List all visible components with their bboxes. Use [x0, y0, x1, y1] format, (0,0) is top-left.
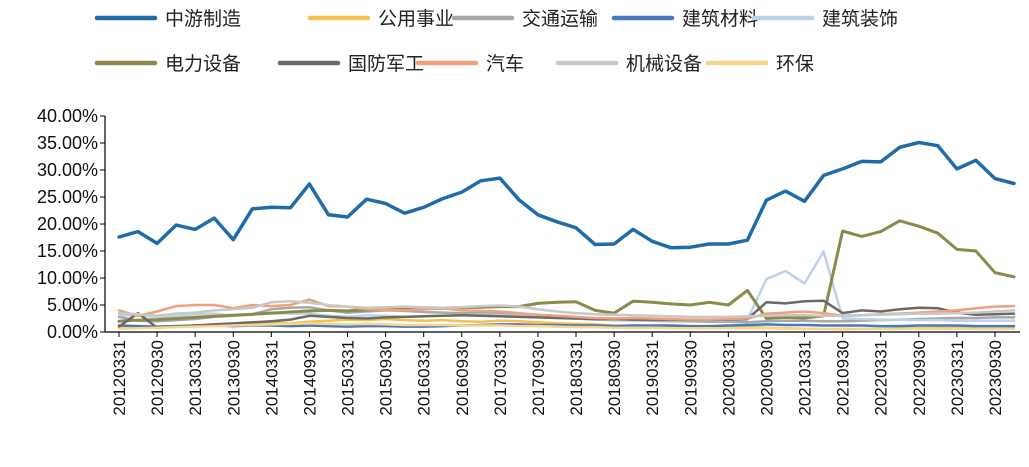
legend-label: 电力设备 — [165, 53, 241, 75]
legend-label: 建筑装饰 — [822, 8, 898, 30]
x-tick-label: 20150930 — [377, 340, 396, 416]
series-line — [117, 140, 1016, 250]
legend-label: 汽车 — [486, 53, 524, 75]
x-tick-label: 20160331 — [415, 340, 434, 416]
y-tick-label: 5.00% — [47, 295, 98, 315]
x-tick-label: 20210331 — [796, 340, 815, 416]
x-tick-label: 20230331 — [948, 340, 967, 416]
legend-item: 汽车 — [415, 53, 524, 75]
x-tick-label: 20140930 — [300, 340, 319, 416]
x-tick-label: 20120930 — [148, 340, 167, 416]
x-tick-label: 20170930 — [529, 340, 548, 416]
x-tick-label: 20180930 — [605, 340, 624, 416]
legend-item: 中游制造 — [94, 8, 241, 30]
x-tick-label: 20140331 — [262, 340, 281, 416]
y-tick-label: 15.00% — [37, 241, 98, 261]
legend-item: 电力设备 — [94, 53, 241, 75]
legend-label: 中游制造 — [165, 8, 241, 30]
x-tick-label: 20230930 — [986, 340, 1005, 416]
x-tick-label: 20220331 — [872, 340, 891, 416]
y-tick-label: 10.00% — [37, 268, 98, 288]
x-tick-label: 20130930 — [224, 340, 243, 416]
x-tick-label: 20130331 — [186, 340, 205, 416]
legend-label: 建筑材料 — [682, 8, 758, 30]
y-tick-label: 30.00% — [37, 160, 98, 180]
x-tick-label: 20210930 — [834, 340, 853, 416]
x-tick-label: 20120331 — [110, 340, 129, 416]
x-tick-label: 20190930 — [681, 340, 700, 416]
y-tick-label: 25.00% — [37, 187, 98, 207]
x-tick-label: 20200930 — [757, 340, 776, 416]
series-line — [117, 219, 1016, 323]
x-tick-label: 20180331 — [567, 340, 586, 416]
x-tick-label: 20150331 — [339, 340, 358, 416]
y-tick-label: 40.00% — [37, 106, 98, 126]
legend-label: 国防军工 — [348, 53, 424, 75]
series-line — [117, 299, 1016, 319]
legend-item: 国防军工 — [277, 53, 424, 75]
series-line — [117, 299, 1016, 329]
legend-item: 交通运输 — [451, 8, 598, 30]
legend-label: 机械设备 — [626, 53, 702, 75]
legend-label: 环保 — [776, 53, 814, 75]
legend-item: 公用事业 — [307, 8, 454, 30]
y-axis-ticks: 0.00% 5.00% 10.00% 15.00% 20.00% 25.00% 30.00%… — [37, 106, 105, 342]
legend-label: 交通运输 — [522, 8, 598, 30]
y-tick-label: 0.00% — [47, 322, 98, 342]
x-tick-label: 20160930 — [453, 340, 472, 416]
legend-item: 建筑装饰 — [751, 8, 898, 30]
x-tick-label: 20170331 — [491, 340, 510, 416]
y-tick-label: 35.00% — [37, 133, 98, 153]
y-tick-label: 20.00% — [37, 214, 98, 234]
x-axis-ticks: 20120331 20120930 20130331 20130930 20140331… — [110, 332, 1005, 416]
x-tick-label: 20190331 — [643, 340, 662, 416]
legend-item: 建筑材料 — [611, 8, 758, 30]
x-tick-label: 20220930 — [910, 340, 929, 416]
x-tick-label: 20200331 — [719, 340, 738, 416]
legend-item: 环保 — [705, 53, 814, 75]
legend-label: 公用事业 — [378, 8, 454, 30]
series-layer — [117, 140, 1016, 331]
legend-item: 机械设备 — [555, 53, 702, 75]
series-line — [117, 322, 1016, 331]
